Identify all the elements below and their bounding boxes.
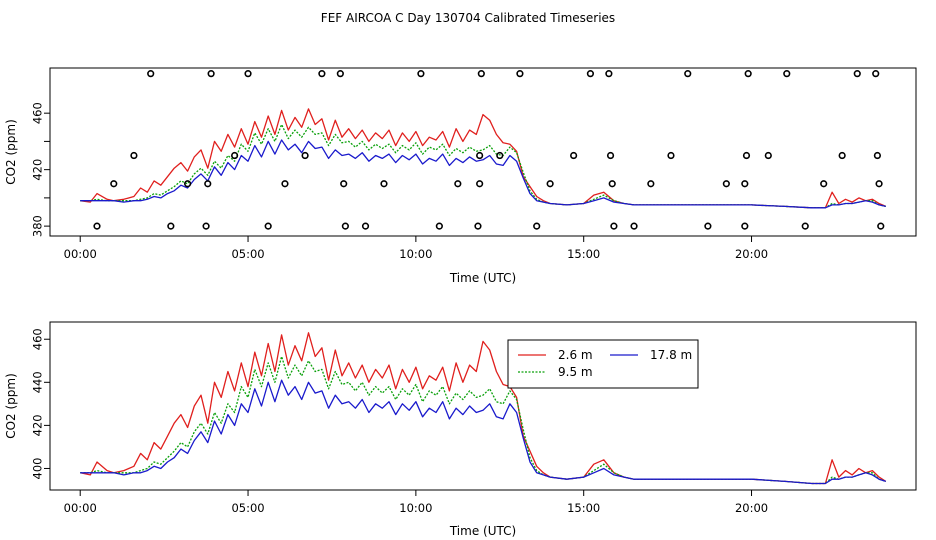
calibration-marker (110, 180, 118, 188)
calibration-marker (570, 151, 578, 160)
calibration-marker (722, 180, 730, 188)
top-panel: 00:00 05:00 10:00 15:00 20:00 380 420 460 Time … (4, 67, 917, 285)
x-tick-label-0-3: 15:00 (567, 247, 600, 261)
calibration-marker (630, 222, 638, 230)
series-line-17-8-m-p1 (80, 379, 887, 485)
calibration-marker (877, 222, 885, 230)
legend: 2.6 m 9.5 m 17.8 m (507, 339, 699, 389)
bottom-plot-frame (49, 321, 917, 491)
calibration-marker (231, 151, 239, 160)
calibration-marker (361, 222, 370, 230)
calibration-marker (318, 70, 326, 78)
calibration-marker (207, 70, 215, 78)
calibration-marker (667, 151, 675, 160)
calibration-marker (853, 70, 861, 78)
x-tick-label-0-0: 00:00 (64, 247, 97, 261)
calibration-marker (606, 151, 615, 160)
x-tick-label-1-0: 00:00 (64, 501, 97, 515)
legend-label-9-5m: 9.5 m (558, 365, 593, 379)
calibration-marker (586, 70, 595, 78)
calibration-marker (516, 70, 524, 78)
calibration-marker (605, 70, 613, 78)
top-plot-frame (49, 67, 917, 237)
calibration-marker (474, 222, 482, 230)
legend-box (507, 339, 699, 389)
x-tick-label-0-2: 10:00 (399, 247, 432, 261)
calibration-marker (875, 180, 883, 188)
calibration-marker (93, 222, 101, 230)
y-tick-label-1-3: 460 (31, 328, 45, 350)
calibration-marker (872, 70, 880, 78)
calibration-marker (873, 151, 881, 160)
calibration-marker (130, 151, 138, 160)
calibration-marker (610, 222, 618, 230)
calibration-marker (801, 222, 809, 230)
calibration-marker (167, 222, 175, 230)
calibration-marker (281, 180, 289, 188)
calibration-marker (742, 151, 751, 160)
series-line-2-6-m-p1 (80, 332, 887, 485)
calibration-marker (704, 222, 712, 230)
x-tick-label-0-4: 20:00 (735, 247, 768, 261)
calibration-marker (340, 180, 348, 188)
top-y-axis-label: CO2 (ppm) (4, 119, 18, 185)
bottom-y-axis-label: CO2 (ppm) (4, 373, 18, 439)
calibration-marker (546, 180, 554, 188)
calibration-marker (608, 180, 616, 188)
y-tick-label-1-2: 440 (31, 371, 45, 393)
calibration-marker (684, 70, 692, 78)
calibration-marker (341, 222, 349, 230)
calibration-marker (454, 180, 462, 188)
x-tick-label-1-2: 10:00 (399, 501, 432, 515)
x-tick-label-1-4: 20:00 (735, 501, 768, 515)
calibration-marker (741, 222, 749, 230)
legend-label-2-6m: 2.6 m (558, 348, 593, 362)
calibration-marker (496, 151, 504, 160)
calibration-marker (301, 151, 309, 160)
y-tick-label-0-4: 460 (31, 102, 45, 124)
calibration-marker (647, 180, 655, 188)
legend-label-17-8m: 17.8 m (650, 348, 692, 362)
calibration-marker (336, 70, 344, 78)
figure-title: FEF AIRCOA C Day 130704 Calibrated Times… (321, 11, 615, 25)
calibration-marker (476, 180, 484, 188)
series-line-17-8-m-p0 (80, 139, 886, 209)
bottom-x-axis-label: Time (UTC) (449, 524, 516, 538)
bottom-panel: 00:00 05:00 10:00 15:00 20:00 400 420 440 460 Ti… (4, 321, 917, 538)
calibration-marker (435, 222, 443, 230)
series-line-2-6-m-p0 (80, 108, 887, 209)
y-tick-label-1-1: 420 (31, 414, 45, 436)
calibration-marker (264, 222, 272, 230)
calibration-marker (764, 151, 772, 160)
calibration-marker (838, 151, 846, 160)
calibration-marker (783, 70, 791, 78)
calibration-marker (533, 222, 541, 230)
calibration-marker (184, 180, 192, 188)
y-tick-label-1-0: 400 (31, 457, 45, 479)
calibration-marker (380, 180, 388, 188)
calibration-marker (476, 151, 484, 160)
series-line-9-5-m-p1 (80, 355, 887, 485)
y-tick-label-0-0: 380 (31, 215, 45, 237)
calibration-marker (147, 70, 155, 78)
calibration-marker (417, 70, 425, 78)
calibration-marker (202, 222, 210, 230)
calibration-marker (741, 180, 749, 188)
top-x-axis-label: Time (UTC) (449, 271, 516, 285)
series-line-9-5-m-p0 (80, 123, 886, 209)
calibration-marker (204, 180, 212, 188)
calibration-marker (244, 70, 252, 78)
calibration-marker (820, 180, 828, 188)
calibration-marker (744, 70, 752, 78)
x-tick-label-0-1: 05:00 (231, 247, 264, 261)
calibration-marker (477, 70, 485, 78)
y-tick-label-0-2: 420 (31, 159, 45, 181)
x-tick-label-1-1: 05:00 (231, 501, 264, 515)
x-tick-label-1-3: 15:00 (567, 501, 600, 515)
